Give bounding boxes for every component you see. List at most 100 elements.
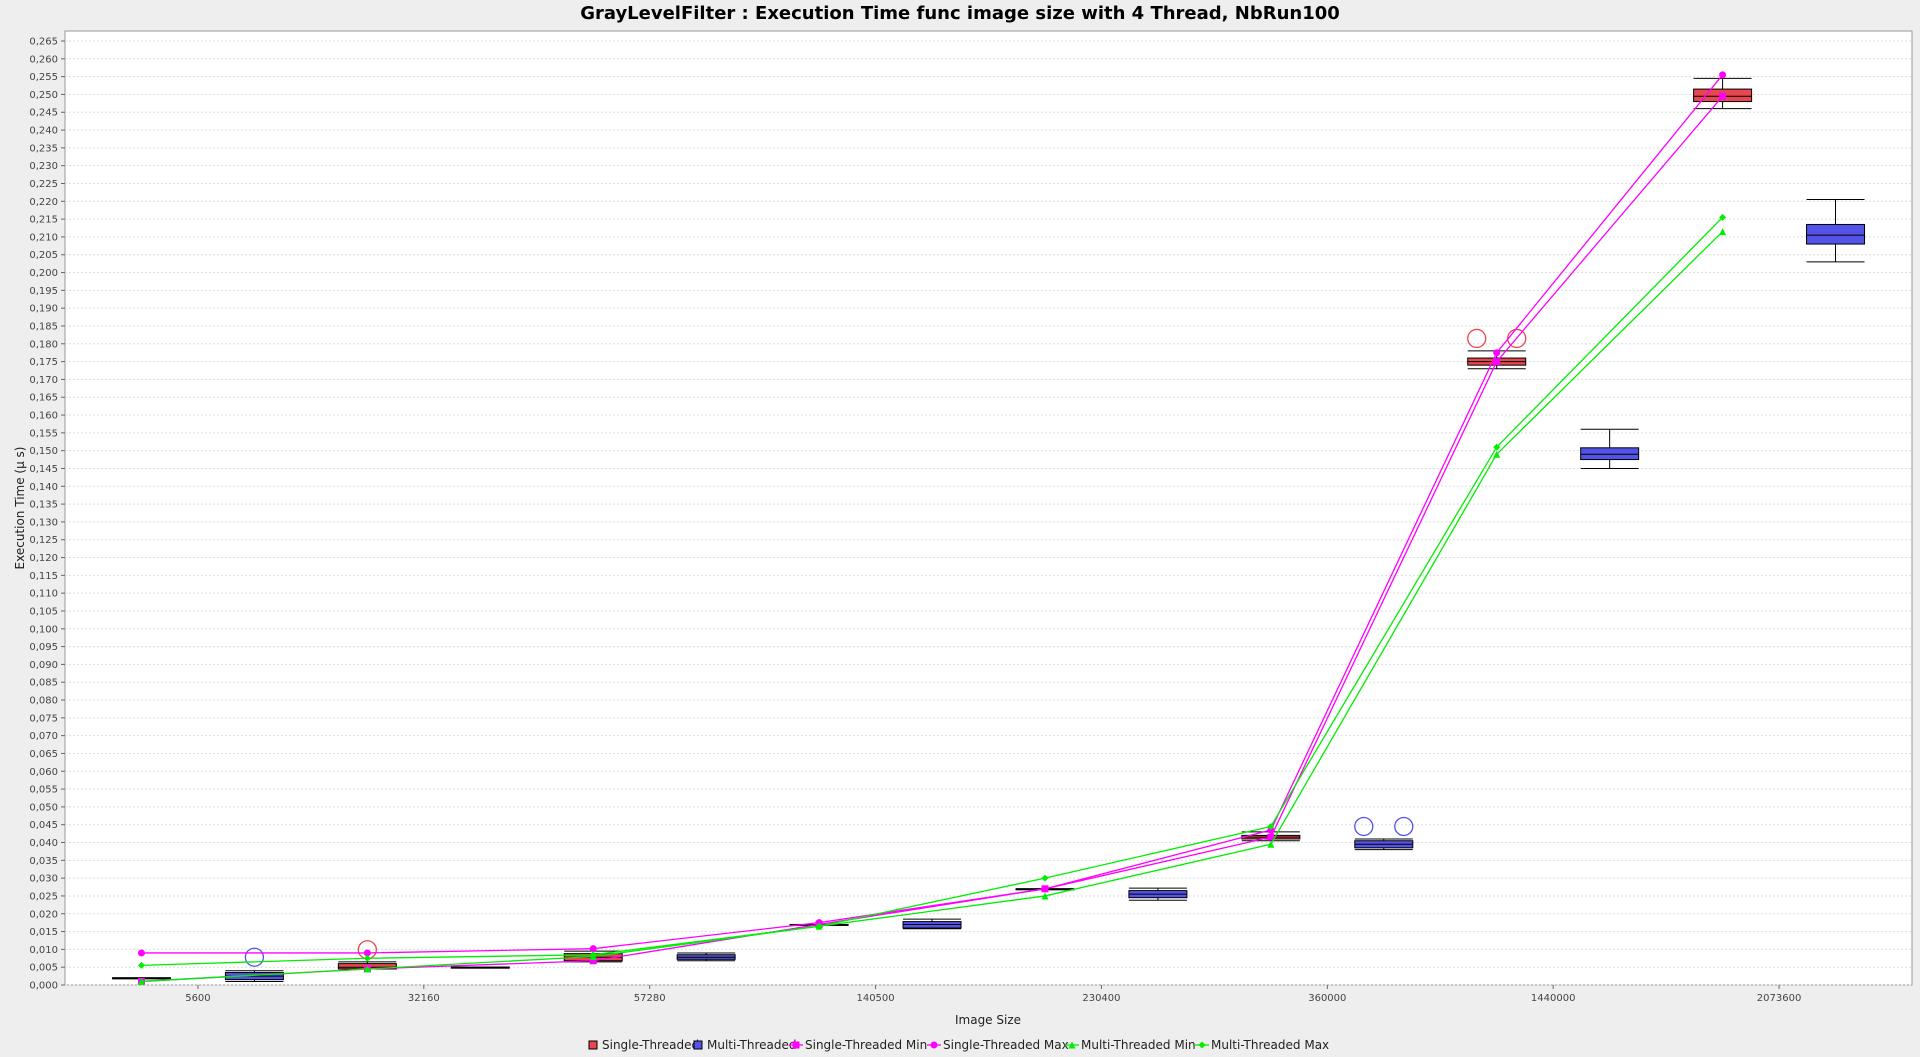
box-plot — [1580, 428, 1640, 469]
y-tick-label: 0,195 — [29, 286, 58, 297]
y-tick-label: 0,225 — [29, 179, 58, 190]
y-tick-label: 0,025 — [29, 891, 58, 902]
y-tick-label: 0,080 — [29, 696, 58, 707]
y-tick-label: 0,260 — [29, 54, 58, 65]
series-point — [1267, 826, 1275, 834]
series-point — [363, 949, 371, 957]
box-outlier — [244, 947, 265, 967]
x-tick-label: 230400 — [1082, 993, 1120, 1004]
series-line — [141, 231, 1724, 983]
legend-item: Single-Threaded — [588, 1038, 699, 1052]
series-point — [1267, 833, 1275, 841]
series-point — [1267, 822, 1275, 830]
x-tick-label: 140500 — [856, 993, 894, 1004]
line-series — [137, 71, 1727, 985]
y-tick-label: 0,265 — [29, 37, 58, 48]
box-outlier — [1467, 328, 1487, 349]
y-tick-label: 0,020 — [29, 909, 58, 920]
y-tick-label: 0,085 — [29, 678, 58, 689]
series-line — [141, 74, 1724, 954]
series-point — [1493, 443, 1501, 451]
x-axis-label: Image Size — [955, 1013, 1021, 1027]
series-point — [589, 945, 597, 953]
legend-label: Multi-Threaded — [707, 1038, 797, 1052]
box-rect — [1806, 223, 1866, 245]
y-tick-label: 0,150 — [29, 446, 58, 457]
series-line — [141, 95, 1724, 983]
y-tick-label: 0,205 — [29, 250, 58, 261]
series-point — [589, 951, 597, 959]
y-tick-label: 0,140 — [29, 482, 58, 493]
legend-item: Multi-Threaded — [693, 1038, 797, 1052]
y-tick-label: 0,095 — [29, 642, 58, 653]
box-plot — [1806, 199, 1866, 263]
y-tick-label: 0,125 — [29, 535, 58, 546]
x-tick-label: 5600 — [185, 993, 210, 1004]
y-tick-label: 0,180 — [29, 339, 58, 350]
legend-marker — [792, 1041, 800, 1049]
series-point — [1719, 228, 1727, 236]
series-point — [363, 954, 371, 962]
y-tick-label: 0,100 — [29, 624, 58, 635]
y-tick-label: 0,120 — [29, 553, 58, 564]
chart-title: GrayLevelFilter : Execution Time func im… — [580, 3, 1340, 24]
y-tick-label: 0,055 — [29, 785, 58, 796]
series-point — [589, 957, 597, 965]
legend-item: Single-Threaded Min — [789, 1038, 927, 1052]
box-rect — [1580, 447, 1640, 461]
y-tick-label: 0,040 — [29, 838, 58, 849]
y-axis: 0,000 0,005 0,010 0,015 0,020 0,025 0,030 0,035… — [29, 37, 65, 992]
series-point — [137, 949, 145, 957]
series-point — [1493, 349, 1501, 357]
y-tick-label: 0,255 — [29, 72, 58, 83]
y-tick-label: 0,035 — [29, 856, 58, 867]
box-plot — [902, 918, 962, 930]
y-tick-label: 0,220 — [29, 197, 58, 208]
y-tick-label: 0,110 — [29, 589, 58, 600]
y-tick-label: 0,065 — [29, 749, 58, 760]
y-tick-label: 0,230 — [29, 161, 58, 172]
y-tick-label: 0,090 — [29, 660, 58, 671]
y-tick-label: 0,155 — [29, 428, 58, 439]
y-tick-label: 0,060 — [29, 767, 58, 778]
y-tick-label: 0,200 — [29, 268, 58, 279]
series-point — [363, 965, 371, 973]
box-plot — [676, 952, 736, 962]
y-tick-label: 0,135 — [29, 500, 58, 511]
y-tick-label: 0,075 — [29, 713, 58, 724]
series-point — [1719, 92, 1727, 100]
series-point — [815, 919, 823, 927]
legend-label: Multi-Threaded Max — [1211, 1038, 1329, 1052]
legend-label: Single-Threaded Max — [943, 1038, 1069, 1052]
legend-swatch — [693, 1040, 703, 1050]
legend-label: Single-Threaded Min — [805, 1038, 927, 1052]
y-tick-label: 0,210 — [29, 232, 58, 243]
x-tick-label: 32160 — [408, 993, 440, 1004]
y-tick-label: 0,250 — [29, 90, 58, 101]
x-axis: 5600 32160 57280 140500 230400 360000 1440000 2… — [185, 985, 1801, 1004]
y-tick-label: 0,015 — [29, 927, 58, 938]
y-tick-label: 0,130 — [29, 517, 58, 528]
legend-item: Single-Threaded Max — [927, 1038, 1069, 1052]
legend-swatch — [588, 1040, 598, 1050]
series-line — [141, 216, 1724, 967]
y-tick-label: 0,115 — [29, 571, 58, 582]
y-tick-label: 0,165 — [29, 393, 58, 404]
x-tick-label: 360000 — [1308, 993, 1346, 1004]
y-tick-label: 0,185 — [29, 321, 58, 332]
box-outlier — [1354, 816, 1374, 837]
y-tick-label: 0,240 — [29, 126, 58, 137]
x-tick-label: 57280 — [634, 993, 666, 1004]
y-tick-label: 0,245 — [29, 108, 58, 119]
plot-area — [64, 30, 1913, 986]
legend-marker — [1068, 1041, 1076, 1049]
y-tick-label: 0,175 — [29, 357, 58, 368]
y-tick-label: 0,190 — [29, 304, 58, 315]
y-axis-label: Execution Time (µ s) — [13, 447, 27, 570]
y-tick-label: 0,005 — [29, 963, 58, 974]
y-tick-label: 0,105 — [29, 606, 58, 617]
y-tick-label: 0,145 — [29, 464, 58, 475]
legend-label: Single-Threaded — [602, 1038, 699, 1052]
series-point — [1493, 450, 1501, 458]
